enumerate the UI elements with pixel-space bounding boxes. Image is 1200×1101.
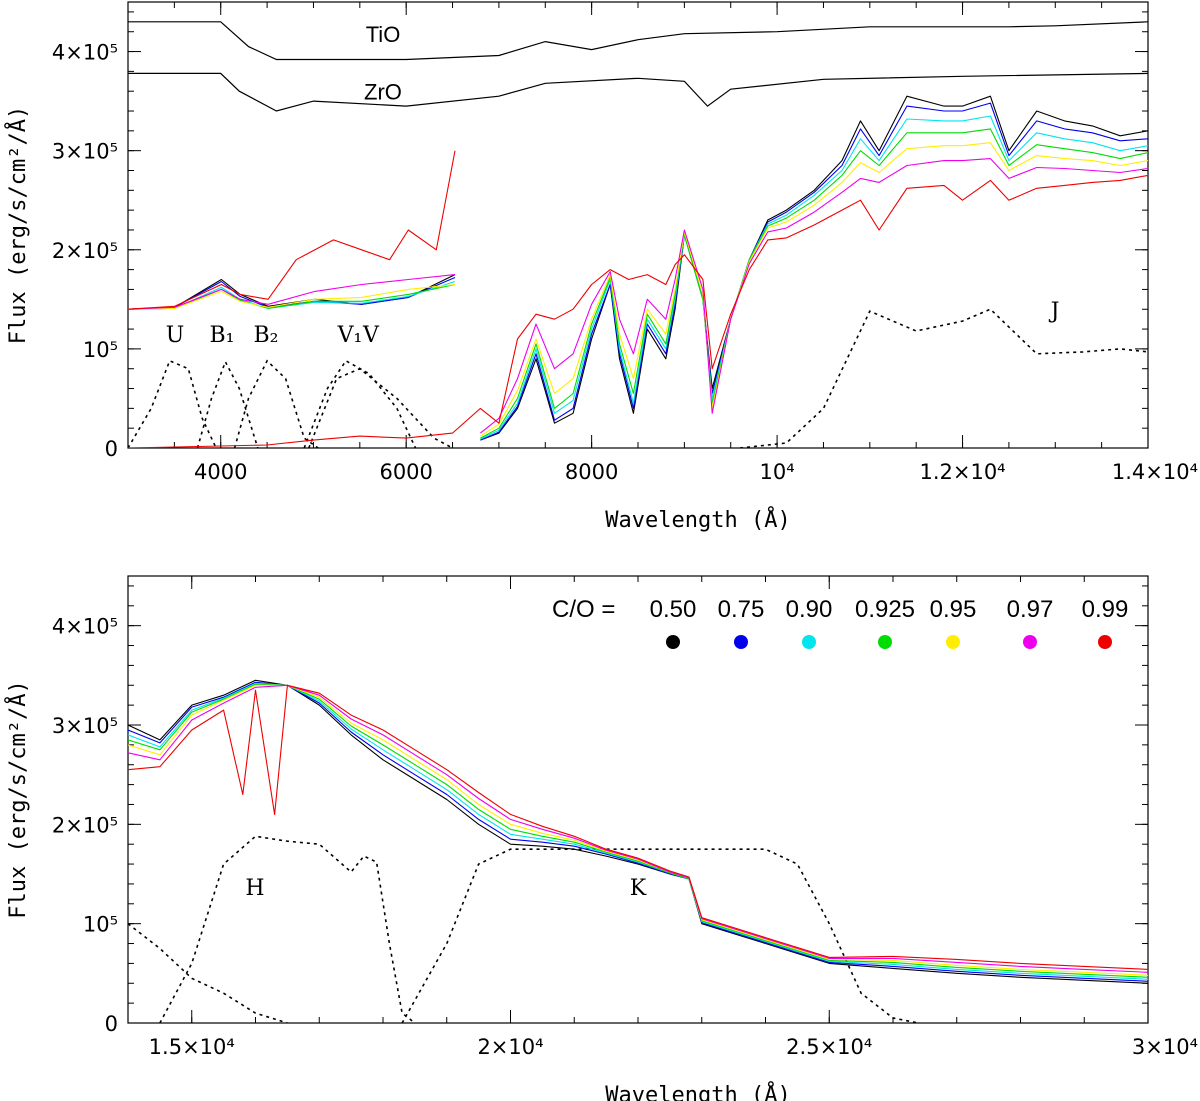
series-line-0.95 [128,684,1148,976]
series-line-0.75 [480,102,1148,441]
chart-panel-1: 4000 6000 8000 10⁴ 1.2×10⁴ 1.4×10⁴ 0 10⁵ 2×10⁵ 3×… [4,1,1198,533]
legend-label-0.97: 0.97 [1007,596,1054,623]
filter-label: H [245,876,264,901]
chart-panel-2: 1.5×10⁴ 2×10⁴ 2.5×10⁴ 3×10⁴ 0 10⁵ 2×10⁵ 3×10⁵ 4×… [4,575,1198,1101]
molecule-label-zro: ZrO [364,79,402,104]
plot-area [128,679,1148,1023]
inset-series-line-0.99 [128,150,456,310]
legend-prefix: C/O = [552,596,615,623]
y-axis-label: Flux (erg/s/cm²/Å) [4,106,31,344]
y-tick-label: 0 [105,1012,118,1036]
filter-curve-V₁ [303,359,417,448]
legend-label-0.50: 0.50 [650,596,697,623]
filter-curve-B₁ [196,359,259,448]
molecule-label-tio: TiO [366,22,401,47]
y-axis-label: Flux (erg/s/cm²/Å) [4,680,31,918]
legend-label-0.925: 0.925 [855,596,915,623]
legend-marker-0.90 [802,635,816,649]
y-tick-label: 2×10⁵ [52,813,118,837]
series-line-0.75 [128,681,1148,982]
x-tick-label: 1.2×10⁴ [919,460,1005,484]
legend-label-0.75: 0.75 [718,596,765,623]
legend-label-0.90: 0.90 [786,596,833,623]
series-line-0.925 [480,128,1148,439]
legend: C/O = 0.50 0.75 0.90 0.925 0.95 0.97 0.99 [552,596,1128,649]
series-line-0.90 [128,682,1148,980]
filter-curve-K [401,848,919,1023]
filter-label: V [362,323,380,348]
y-tick-label: 3×10⁵ [52,140,118,164]
x-axis-label: Wavelength (Å) [605,506,790,533]
filter-label: V₁ [337,323,363,348]
inset-series-line-0.925 [128,283,456,310]
x-tick-label: 3×10⁴ [1132,1035,1198,1059]
legend-label-0.99: 0.99 [1082,596,1129,623]
legend-marker-0.50 [666,635,680,649]
x-tick-label: 8000 [565,460,618,484]
series-line-0.99 [128,684,1148,970]
filter-curve-J [739,308,1148,448]
series-line-0.50 [128,679,1148,984]
y-tick-label: 3×10⁵ [52,714,118,738]
molecule-curve-zro [128,72,1148,112]
filter-label: K [630,876,647,901]
filter-label: B₁ [210,323,235,348]
x-tick-label: 2.5×10⁴ [786,1035,872,1059]
series-line-0.97 [128,684,1148,973]
series-line-0.50 [480,95,1148,441]
x-tick-label: 2×10⁴ [477,1035,543,1059]
filter-label: B₂ [254,323,279,348]
filter-label: U [166,323,185,348]
filter-curve-B₂ [233,359,319,448]
y-tick-label: 4×10⁵ [52,615,118,639]
legend-marker-0.97 [1023,635,1037,649]
y-tick-label: 10⁵ [83,913,118,937]
x-tick-label: 10⁴ [760,460,795,484]
plot-area [128,21,1148,448]
filter-curve-H [128,923,288,1023]
inset-series-line-0.97 [128,274,456,310]
legend-marker-0.99 [1098,635,1112,649]
plot-frame [127,575,1149,1024]
y-tick-label: 4×10⁵ [52,41,118,65]
series-line-0.99 [128,174,1148,448]
legend-marker-0.925 [878,635,892,649]
filter-curve-h-band-2 [159,835,416,1023]
filter-curve-U [128,359,217,448]
filter-curve-V [308,367,453,448]
molecule-curve-tio [128,21,1148,61]
x-tick-label: 6000 [379,460,432,484]
filter-label: J [1049,299,1060,324]
inset-series-line-0.95 [128,283,456,310]
legend-label-0.95: 0.95 [930,596,977,623]
series-line-0.90 [480,115,1148,440]
series-line-0.925 [128,683,1148,978]
x-tick-label: 4000 [194,460,247,484]
x-tick-label: 1.4×10⁴ [1112,460,1198,484]
y-tick-label: 2×10⁵ [52,239,118,263]
y-tick-label: 10⁵ [83,338,118,362]
x-axis-label: Wavelength (Å) [605,1081,790,1101]
y-tick-label: 0 [105,437,118,461]
x-tick-label: 1.5×10⁴ [149,1035,235,1059]
legend-marker-0.95 [946,635,960,649]
legend-marker-0.75 [734,635,748,649]
